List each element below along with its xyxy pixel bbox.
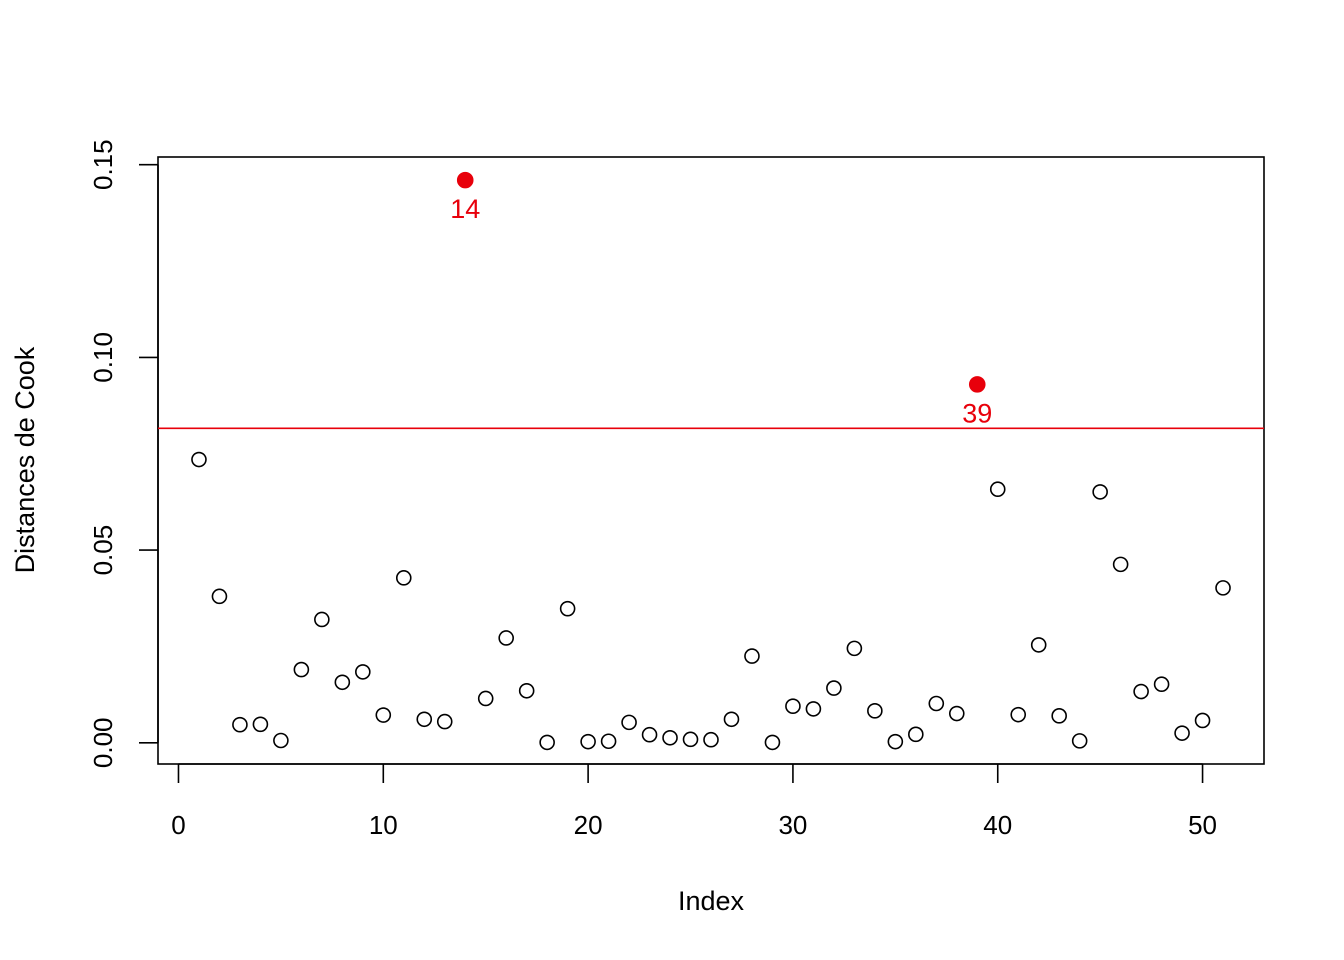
data-point <box>477 690 494 707</box>
data-point <box>1051 708 1067 724</box>
data-point <box>1112 556 1129 573</box>
x-axis-label: Index <box>678 886 745 916</box>
data-point <box>1153 676 1170 693</box>
plot-frame <box>157 156 1265 765</box>
data-point <box>908 726 924 743</box>
data-point <box>1092 484 1108 500</box>
data-point <box>1010 706 1027 723</box>
data-point <box>1030 637 1047 653</box>
x-tick-label: 40 <box>983 810 1012 840</box>
y-axis: 0.00 0.05 0.10 0.15 <box>88 139 159 768</box>
highlighted-point <box>456 171 474 189</box>
data-point <box>744 648 760 664</box>
data-point <box>191 451 207 468</box>
data-point <box>355 664 371 680</box>
x-tick-label: 0 <box>171 810 185 840</box>
data-point <box>621 714 637 731</box>
data-point <box>375 707 392 723</box>
point-annotation: 14 <box>450 194 480 224</box>
y-tick-label: 0.10 <box>88 332 118 383</box>
data-point <box>1174 725 1190 741</box>
y-tick-label: 0.00 <box>88 717 118 768</box>
data-point <box>989 481 1006 498</box>
data-point <box>252 716 269 733</box>
data-point <box>846 640 863 657</box>
data-point <box>1215 580 1231 596</box>
data-point <box>682 731 699 748</box>
data-point <box>1133 683 1149 700</box>
point-annotations: 14 39 <box>450 194 992 428</box>
data-point <box>232 716 248 733</box>
y-axis-label: Distances de Cook <box>10 346 40 573</box>
data-point <box>805 701 822 717</box>
data-point <box>1071 733 1088 749</box>
x-tick-label: 30 <box>778 810 807 840</box>
point-annotation: 39 <box>962 398 992 428</box>
data-point <box>600 733 617 750</box>
x-tick-label: 10 <box>369 810 398 840</box>
data-point <box>928 695 945 712</box>
data-points <box>191 171 1231 751</box>
highlighted-point <box>968 376 986 393</box>
data-point <box>293 661 310 678</box>
data-point <box>436 713 453 730</box>
data-point <box>559 600 576 617</box>
data-point <box>662 729 678 746</box>
x-tick-label: 20 <box>574 810 603 840</box>
data-point <box>314 611 330 628</box>
data-point <box>539 734 555 751</box>
data-point <box>518 682 535 699</box>
data-point <box>641 726 658 743</box>
data-point <box>887 733 904 750</box>
data-point <box>703 731 719 748</box>
y-tick-label: 0.05 <box>88 525 118 576</box>
data-point <box>416 711 433 728</box>
data-point <box>948 705 965 722</box>
x-axis: 0 10 20 30 40 50 <box>171 763 1217 840</box>
x-tick-label: 50 <box>1188 810 1217 840</box>
data-point <box>211 588 228 605</box>
data-point <box>785 698 801 714</box>
data-point <box>395 570 412 586</box>
data-point <box>580 733 596 750</box>
data-point <box>1194 712 1211 729</box>
data-point <box>867 703 883 719</box>
data-point <box>723 711 740 728</box>
data-point <box>826 680 842 696</box>
data-point <box>273 732 289 749</box>
data-point <box>334 674 351 691</box>
data-point <box>764 734 781 751</box>
y-tick-label: 0.15 <box>88 139 118 190</box>
data-point <box>498 630 514 646</box>
